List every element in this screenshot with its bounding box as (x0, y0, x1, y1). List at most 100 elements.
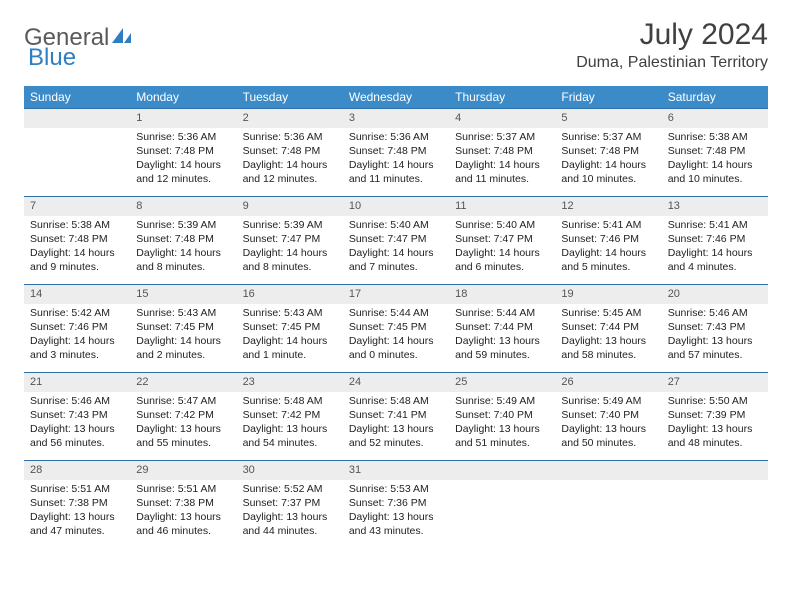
day-details: Sunrise: 5:49 AMSunset: 7:40 PMDaylight:… (449, 392, 555, 455)
day-number-bar: 10 (343, 196, 449, 216)
sunset-text: Sunset: 7:41 PM (349, 408, 443, 422)
daylight-text-1: Daylight: 13 hours (243, 422, 337, 436)
sunset-text: Sunset: 7:47 PM (349, 232, 443, 246)
daylight-text-1: Daylight: 14 hours (561, 158, 655, 172)
calendar-day-cell: 24Sunrise: 5:48 AMSunset: 7:41 PMDayligh… (343, 372, 449, 460)
calendar-day-cell: 26Sunrise: 5:49 AMSunset: 7:40 PMDayligh… (555, 372, 661, 460)
daylight-text-2: and 12 minutes. (136, 172, 230, 186)
calendar-week-row: 1Sunrise: 5:36 AMSunset: 7:48 PMDaylight… (24, 108, 768, 196)
day-number-bar: 3 (343, 108, 449, 128)
sunset-text: Sunset: 7:48 PM (349, 144, 443, 158)
daylight-text-2: and 52 minutes. (349, 436, 443, 450)
day-number-bar: 23 (237, 372, 343, 392)
sunrise-text: Sunrise: 5:46 AM (668, 306, 762, 320)
calendar-day-cell: 18Sunrise: 5:44 AMSunset: 7:44 PMDayligh… (449, 284, 555, 372)
day-details: Sunrise: 5:39 AMSunset: 7:48 PMDaylight:… (130, 216, 236, 279)
sunset-text: Sunset: 7:45 PM (349, 320, 443, 334)
daylight-text-1: Daylight: 14 hours (455, 246, 549, 260)
daylight-text-2: and 9 minutes. (30, 260, 124, 274)
day-details: Sunrise: 5:42 AMSunset: 7:46 PMDaylight:… (24, 304, 130, 367)
calendar-day-cell (24, 108, 130, 196)
day-number-bar: 22 (130, 372, 236, 392)
daylight-text-2: and 43 minutes. (349, 524, 443, 538)
daylight-text-2: and 8 minutes. (136, 260, 230, 274)
day-number-bar (24, 108, 130, 128)
sunrise-text: Sunrise: 5:36 AM (349, 130, 443, 144)
day-details: Sunrise: 5:36 AMSunset: 7:48 PMDaylight:… (237, 128, 343, 191)
sunrise-text: Sunrise: 5:42 AM (30, 306, 124, 320)
daylight-text-2: and 0 minutes. (349, 348, 443, 362)
day-details: Sunrise: 5:46 AMSunset: 7:43 PMDaylight:… (662, 304, 768, 367)
day-number-bar: 21 (24, 372, 130, 392)
weekday-header: Friday (555, 86, 661, 108)
day-number-bar (449, 460, 555, 480)
daylight-text-2: and 11 minutes. (349, 172, 443, 186)
daylight-text-2: and 11 minutes. (455, 172, 549, 186)
daylight-text-2: and 10 minutes. (668, 172, 762, 186)
calendar-day-cell: 3Sunrise: 5:36 AMSunset: 7:48 PMDaylight… (343, 108, 449, 196)
day-number-bar: 16 (237, 284, 343, 304)
calendar-day-cell: 10Sunrise: 5:40 AMSunset: 7:47 PMDayligh… (343, 196, 449, 284)
calendar-day-cell: 25Sunrise: 5:49 AMSunset: 7:40 PMDayligh… (449, 372, 555, 460)
daylight-text-1: Daylight: 13 hours (668, 422, 762, 436)
day-number-bar: 24 (343, 372, 449, 392)
sunset-text: Sunset: 7:45 PM (243, 320, 337, 334)
calendar-header-row: SundayMondayTuesdayWednesdayThursdayFrid… (24, 86, 768, 108)
sunset-text: Sunset: 7:43 PM (30, 408, 124, 422)
day-number-bar: 18 (449, 284, 555, 304)
sunrise-text: Sunrise: 5:39 AM (243, 218, 337, 232)
daylight-text-1: Daylight: 13 hours (243, 510, 337, 524)
sunrise-text: Sunrise: 5:52 AM (243, 482, 337, 496)
daylight-text-1: Daylight: 13 hours (455, 422, 549, 436)
daylight-text-1: Daylight: 13 hours (349, 510, 443, 524)
calendar-page: General July 2024 Duma, Palestinian Terr… (0, 0, 792, 566)
calendar-day-cell: 11Sunrise: 5:40 AMSunset: 7:47 PMDayligh… (449, 196, 555, 284)
daylight-text-1: Daylight: 13 hours (561, 422, 655, 436)
sunset-text: Sunset: 7:38 PM (136, 496, 230, 510)
daylight-text-1: Daylight: 13 hours (561, 334, 655, 348)
sunset-text: Sunset: 7:46 PM (561, 232, 655, 246)
day-details: Sunrise: 5:37 AMSunset: 7:48 PMDaylight:… (555, 128, 661, 191)
day-number-bar: 12 (555, 196, 661, 216)
day-number-bar: 20 (662, 284, 768, 304)
calendar-day-cell: 21Sunrise: 5:46 AMSunset: 7:43 PMDayligh… (24, 372, 130, 460)
sunrise-text: Sunrise: 5:46 AM (30, 394, 124, 408)
daylight-text-1: Daylight: 13 hours (668, 334, 762, 348)
day-number-bar: 6 (662, 108, 768, 128)
day-details: Sunrise: 5:37 AMSunset: 7:48 PMDaylight:… (449, 128, 555, 191)
day-number-bar (662, 460, 768, 480)
day-number-bar: 1 (130, 108, 236, 128)
daylight-text-2: and 50 minutes. (561, 436, 655, 450)
day-details: Sunrise: 5:48 AMSunset: 7:41 PMDaylight:… (343, 392, 449, 455)
day-details: Sunrise: 5:36 AMSunset: 7:48 PMDaylight:… (343, 128, 449, 191)
day-details: Sunrise: 5:41 AMSunset: 7:46 PMDaylight:… (555, 216, 661, 279)
day-number-bar: 27 (662, 372, 768, 392)
sunrise-text: Sunrise: 5:48 AM (349, 394, 443, 408)
daylight-text-1: Daylight: 14 hours (136, 334, 230, 348)
daylight-text-1: Daylight: 13 hours (455, 334, 549, 348)
day-number-bar: 5 (555, 108, 661, 128)
calendar-week-row: 28Sunrise: 5:51 AMSunset: 7:38 PMDayligh… (24, 460, 768, 548)
daylight-text-2: and 2 minutes. (136, 348, 230, 362)
day-details: Sunrise: 5:50 AMSunset: 7:39 PMDaylight:… (662, 392, 768, 455)
daylight-text-2: and 48 minutes. (668, 436, 762, 450)
calendar-day-cell: 15Sunrise: 5:43 AMSunset: 7:45 PMDayligh… (130, 284, 236, 372)
daylight-text-1: Daylight: 14 hours (243, 246, 337, 260)
day-details: Sunrise: 5:46 AMSunset: 7:43 PMDaylight:… (24, 392, 130, 455)
daylight-text-1: Daylight: 13 hours (136, 422, 230, 436)
daylight-text-2: and 4 minutes. (668, 260, 762, 274)
day-number-bar: 15 (130, 284, 236, 304)
daylight-text-2: and 58 minutes. (561, 348, 655, 362)
sunrise-text: Sunrise: 5:44 AM (349, 306, 443, 320)
daylight-text-2: and 55 minutes. (136, 436, 230, 450)
day-details: Sunrise: 5:38 AMSunset: 7:48 PMDaylight:… (24, 216, 130, 279)
sunrise-text: Sunrise: 5:39 AM (136, 218, 230, 232)
day-details: Sunrise: 5:43 AMSunset: 7:45 PMDaylight:… (237, 304, 343, 367)
logo-text-blue: Blue (28, 44, 76, 71)
weekday-header: Tuesday (237, 86, 343, 108)
sunset-text: Sunset: 7:48 PM (243, 144, 337, 158)
daylight-text-2: and 44 minutes. (243, 524, 337, 538)
sunset-text: Sunset: 7:44 PM (561, 320, 655, 334)
daylight-text-1: Daylight: 14 hours (30, 246, 124, 260)
calendar-day-cell: 30Sunrise: 5:52 AMSunset: 7:37 PMDayligh… (237, 460, 343, 548)
